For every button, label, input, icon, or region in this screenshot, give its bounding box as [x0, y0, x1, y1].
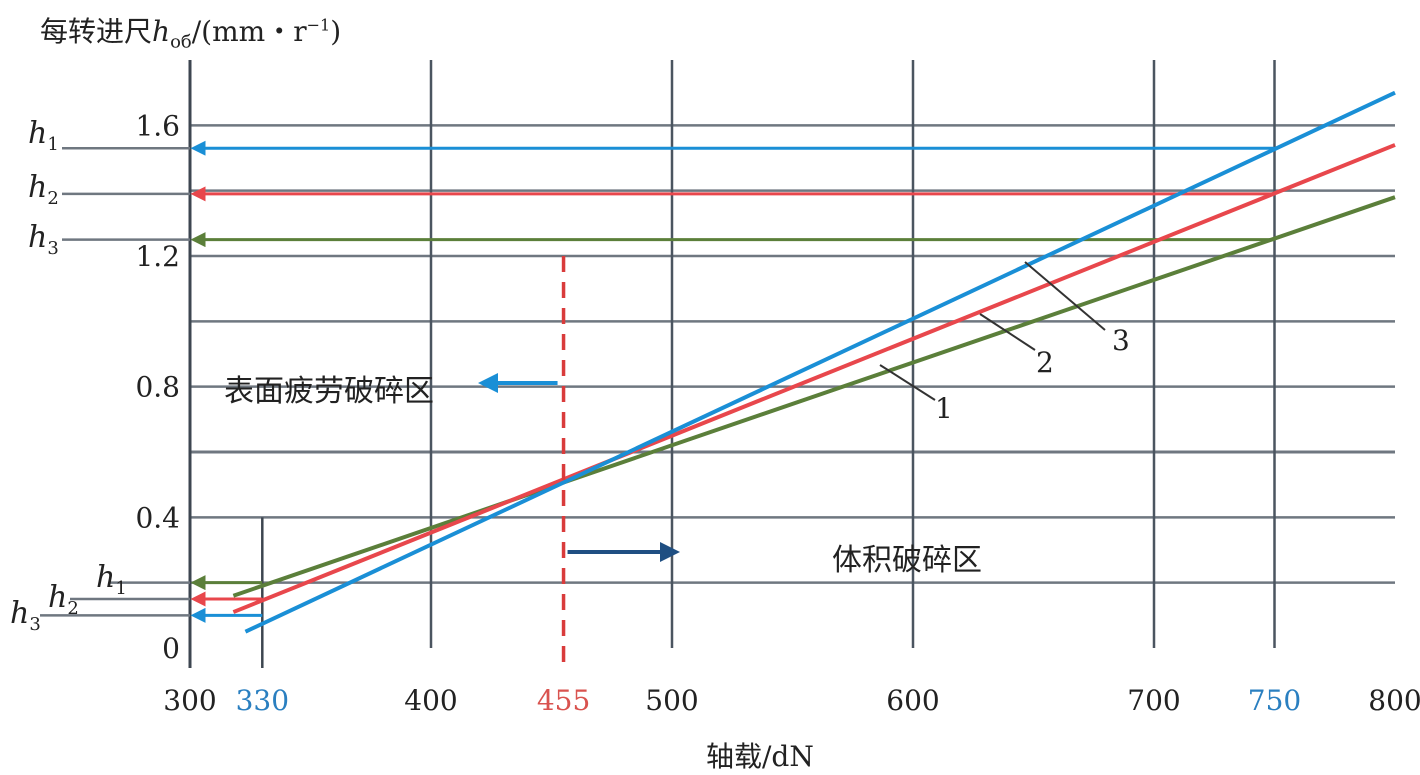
zone-label-volume-crushing: 体积破碎区	[832, 543, 982, 578]
x-axis-title: 轴载/dN	[706, 740, 814, 773]
series-line-2	[232, 143, 1396, 614]
h-marker-high-3: h3	[28, 220, 59, 259]
x-tick-label: 300	[163, 684, 216, 717]
y-tick-label: 1.2	[135, 240, 180, 273]
x-tick-label: 600	[886, 684, 939, 717]
y-tick-label: 0.4	[135, 501, 180, 534]
y-tick-label: 1.6	[135, 109, 180, 142]
y-tick-label: 0	[162, 632, 180, 665]
h-marker-high-1: h1	[28, 116, 59, 155]
series-leader-3	[1024, 261, 1106, 331]
series-label-2: 2	[1036, 346, 1054, 379]
x-tick-label: 500	[645, 684, 698, 717]
x-tick-label: 330	[236, 684, 289, 717]
series-label-3: 3	[1112, 324, 1130, 357]
y-axis-title: 每转进尺hоб/(mm・r−1)	[40, 15, 342, 53]
x-tick-label: 750	[1248, 684, 1301, 717]
y-tick-label: 0.8	[135, 371, 180, 404]
series-leader-2	[979, 313, 1036, 351]
x-tick-label: 700	[1127, 684, 1180, 717]
series-label-1: 1	[935, 392, 953, 425]
zone-label-surface-fatigue: 表面疲劳破碎区	[224, 374, 434, 409]
x-tick-label: 800	[1368, 684, 1420, 717]
x-tick-label: 455	[537, 684, 590, 717]
series-leader-1	[879, 364, 936, 401]
x-tick-label: 400	[404, 684, 457, 717]
series-line-3	[244, 90, 1396, 634]
h-marker-low-3: h3	[10, 596, 41, 635]
h-marker-high-2: h2	[28, 170, 59, 209]
series-line-1	[232, 195, 1396, 598]
h-marker-low-1: h1	[96, 560, 127, 599]
h-marker-low-2: h2	[48, 580, 79, 619]
